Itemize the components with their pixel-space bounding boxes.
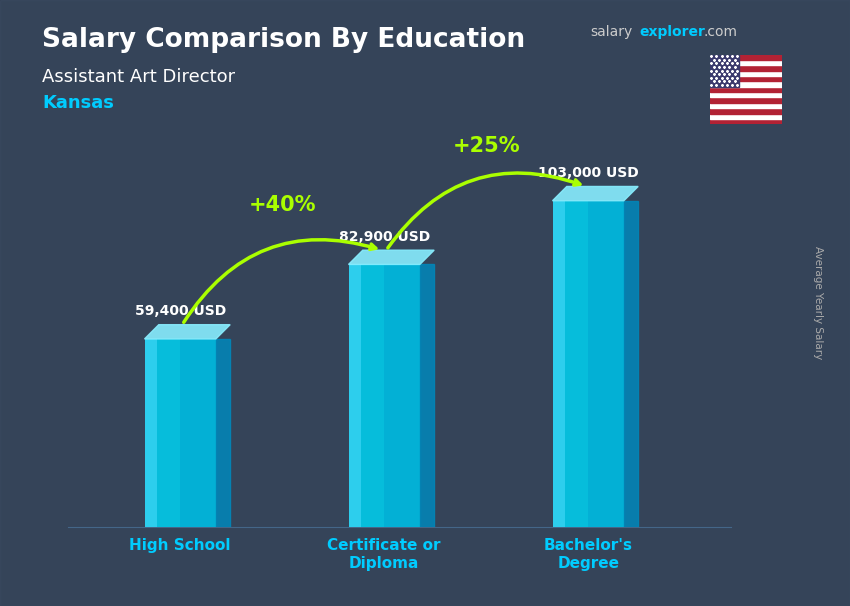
Text: 82,900 USD: 82,900 USD bbox=[338, 230, 430, 244]
Bar bbox=[710, 55, 739, 87]
Text: .com: .com bbox=[704, 25, 738, 39]
FancyBboxPatch shape bbox=[144, 339, 216, 527]
Bar bbox=[710, 92, 782, 98]
Polygon shape bbox=[552, 187, 638, 201]
Bar bbox=[710, 108, 782, 113]
Polygon shape bbox=[144, 325, 230, 339]
FancyBboxPatch shape bbox=[384, 264, 420, 527]
Polygon shape bbox=[624, 201, 638, 527]
Bar bbox=[710, 113, 782, 119]
Bar bbox=[710, 65, 782, 71]
Text: 59,400 USD: 59,400 USD bbox=[134, 304, 226, 319]
FancyBboxPatch shape bbox=[348, 264, 361, 527]
FancyBboxPatch shape bbox=[144, 339, 157, 527]
Bar bbox=[710, 119, 782, 124]
Bar bbox=[710, 76, 782, 81]
FancyBboxPatch shape bbox=[552, 201, 624, 527]
Polygon shape bbox=[348, 250, 434, 264]
Text: Kansas: Kansas bbox=[42, 94, 115, 112]
Bar bbox=[710, 55, 782, 60]
Polygon shape bbox=[216, 339, 230, 527]
Bar bbox=[710, 60, 782, 65]
FancyBboxPatch shape bbox=[348, 264, 420, 527]
Polygon shape bbox=[420, 264, 434, 527]
Bar bbox=[710, 81, 782, 87]
Bar bbox=[710, 98, 782, 103]
FancyBboxPatch shape bbox=[588, 201, 624, 527]
Text: Assistant Art Director: Assistant Art Director bbox=[42, 68, 235, 86]
Text: Salary Comparison By Education: Salary Comparison By Education bbox=[42, 27, 525, 53]
Text: 103,000 USD: 103,000 USD bbox=[538, 166, 638, 180]
FancyBboxPatch shape bbox=[180, 339, 216, 527]
FancyBboxPatch shape bbox=[552, 201, 565, 527]
Bar bbox=[710, 103, 782, 108]
Text: salary: salary bbox=[591, 25, 633, 39]
Text: Average Yearly Salary: Average Yearly Salary bbox=[813, 247, 823, 359]
Bar bbox=[710, 71, 782, 76]
Text: +25%: +25% bbox=[452, 136, 520, 156]
Bar bbox=[710, 87, 782, 92]
Text: +40%: +40% bbox=[248, 195, 316, 215]
Text: explorer: explorer bbox=[639, 25, 706, 39]
